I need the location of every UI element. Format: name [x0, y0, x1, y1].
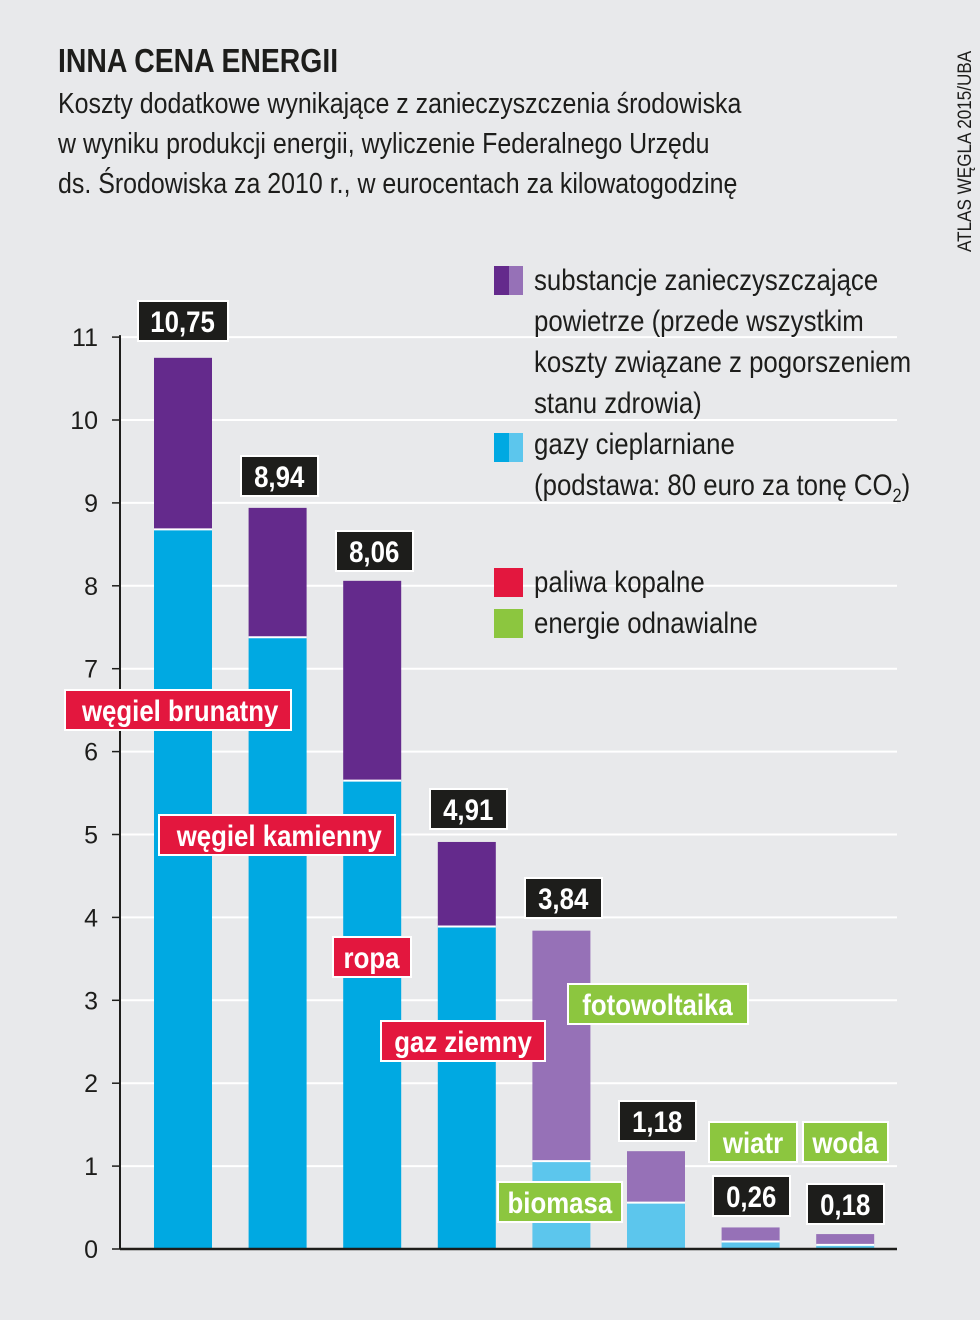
legend-swatch-air: [494, 266, 523, 295]
bar-segment-ghg: [721, 1241, 780, 1249]
legend-label-air-3: koszty związane z pogorszeniem: [534, 346, 912, 379]
category-label-hard-coal: węgiel kamienny: [158, 814, 396, 856]
bar-segment-ghg: [627, 1202, 685, 1249]
value-label-5: 1,18: [618, 1100, 697, 1142]
value-label-1: 8,94: [240, 455, 319, 497]
category-label-oil: ropa: [332, 936, 412, 978]
bar-segment-air: [627, 1151, 685, 1203]
value-label-7: 0,18: [806, 1183, 885, 1225]
legend-label-air-4: stanu zdrowia): [534, 387, 702, 420]
bar-segment-air: [721, 1227, 780, 1242]
bar-segment-air: [437, 841, 496, 927]
value-label-6: 0,26: [712, 1175, 791, 1217]
value-label-2: 8,06: [335, 530, 414, 572]
subtitle-line-3: ds. Środowiska za 2010 r., w eurocentach…: [58, 168, 738, 200]
value-label-3: 4,91: [429, 788, 508, 830]
y-tick-label: 11: [72, 324, 98, 352]
legend-swatch-ghg: [494, 433, 523, 462]
bar-segment-air: [343, 580, 402, 781]
legend-label-ghg-1: gazy cieplarniane: [534, 428, 735, 461]
y-tick-label: 5: [84, 822, 98, 850]
y-tick-label: 8: [84, 573, 98, 601]
y-tick-label: 7: [84, 656, 98, 684]
legend-label-ghg-2: (podstawa: 80 euro za tonę CO2): [534, 469, 911, 507]
legend-swatch-renewable: [494, 609, 523, 638]
category-label-pv: fotowoltaika: [567, 983, 749, 1025]
bar-segment-ghg: [343, 780, 402, 1249]
bar-segment-ghg: [816, 1244, 875, 1249]
y-tick-label: 10: [70, 407, 98, 435]
bar-segment-air: [154, 357, 212, 530]
legend-label-air-1: substancje zanieczyszczające: [534, 264, 879, 297]
bar-segment-ghg: [437, 926, 496, 1249]
y-tick-label: 0: [84, 1236, 98, 1264]
y-tick-label: 9: [84, 490, 98, 518]
subtitle-line-2: w wyniku produkcji energii, wyliczenie F…: [58, 128, 710, 160]
value-label-4: 3,84: [524, 877, 603, 919]
category-label-gas: gaz ziemny: [380, 1020, 546, 1062]
y-tick-label: 2: [84, 1070, 98, 1098]
category-label-biomass: biomasa: [497, 1181, 623, 1223]
legend-label-fossil: paliwa kopalne: [534, 566, 705, 599]
y-tick-label: 3: [84, 987, 98, 1015]
subtitle-line-1: Koszty dodatkowe wynikające z zanieczysz…: [58, 88, 742, 120]
y-tick-label: 6: [84, 739, 98, 767]
bar-segment-air: [816, 1234, 875, 1245]
category-label-lignite: węgiel brunatny: [64, 689, 292, 731]
bar-segment-ghg: [154, 529, 212, 1249]
y-tick-label: 1: [84, 1153, 98, 1181]
legend-label-renewable: energie odnawialne: [534, 607, 758, 640]
legend-swatch-fossil: [494, 568, 523, 597]
chart-title: INNA CENA ENERGII: [58, 42, 339, 79]
category-label-wind: wiatr: [708, 1121, 798, 1163]
legend-label-air-2: powietrze (przede wszystkim: [534, 305, 864, 338]
y-tick-label: 4: [84, 904, 98, 932]
bar-segment-ghg: [248, 637, 307, 1249]
bar-segment-air: [248, 507, 307, 638]
value-label-0: 10,75: [137, 300, 229, 342]
category-label-hydro: woda: [802, 1121, 889, 1163]
